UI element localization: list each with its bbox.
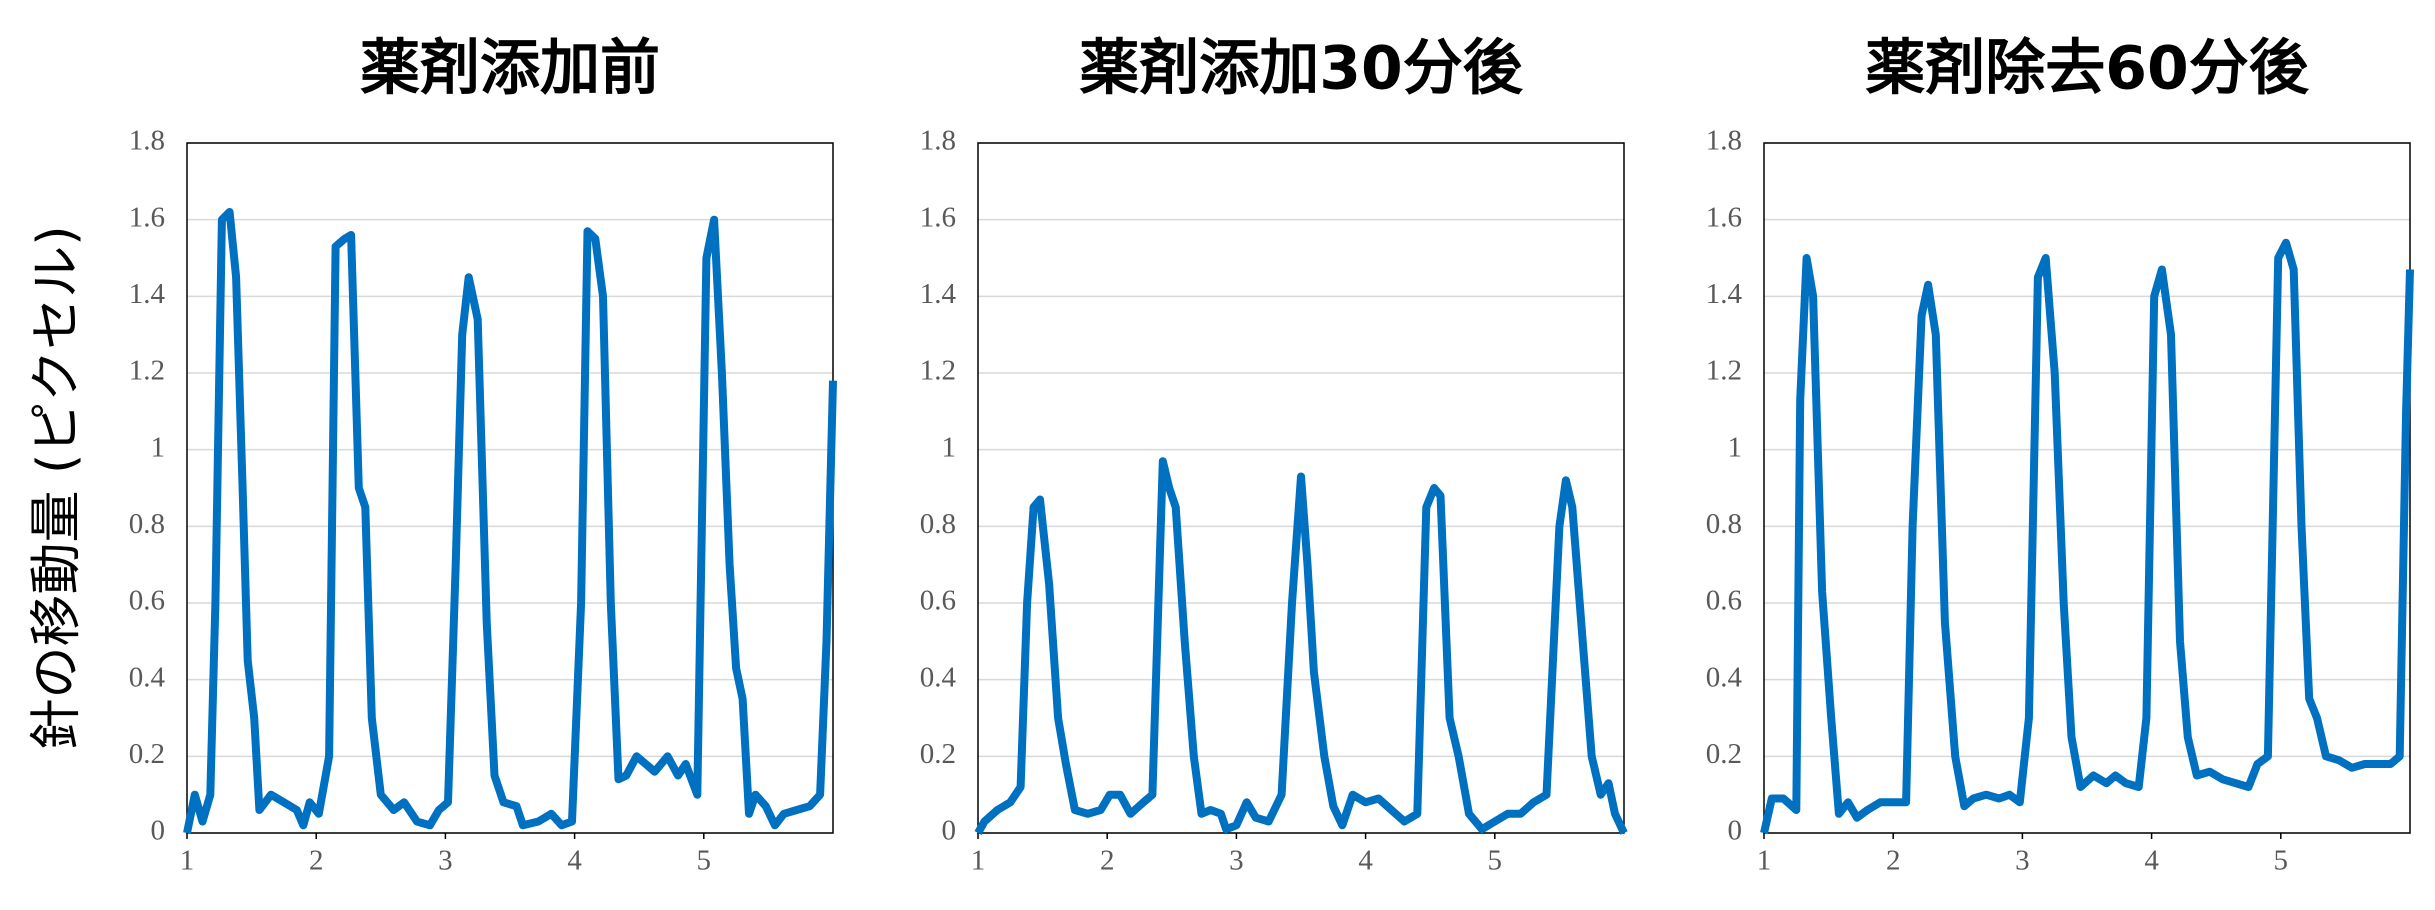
y-tick-label: 0 xyxy=(151,815,166,847)
y-tick-label: 0.2 xyxy=(920,738,956,770)
y-tick-label: 0.4 xyxy=(920,661,957,693)
y-tick-label: 0 xyxy=(942,815,957,847)
plot-border xyxy=(186,142,834,834)
x-tick-label: 4 xyxy=(2144,845,2159,877)
y-tick-label: 0.8 xyxy=(920,508,956,540)
x-tick-label: 3 xyxy=(438,845,453,877)
y-tick-label: 1.2 xyxy=(1706,355,1742,387)
y-tick-label: 1.4 xyxy=(1706,278,1743,310)
y-axis-label: 針の移動量 (ピクセル) xyxy=(27,225,87,750)
chart-title: 薬剤除去60分後 xyxy=(1865,34,2309,104)
chart-title: 薬剤添加30分後 xyxy=(1079,34,1523,104)
y-tick-label: 1.6 xyxy=(129,201,165,233)
x-tick-label: 2 xyxy=(1886,845,1901,877)
x-tick-label: 5 xyxy=(2274,845,2289,877)
y-tick-label: 0.8 xyxy=(1706,508,1742,540)
y-tick-label: 0.6 xyxy=(129,585,165,617)
data-line xyxy=(1760,238,2414,834)
plot-border xyxy=(1763,142,2411,834)
y-tick-label: 0.2 xyxy=(1706,738,1742,770)
x-tick-label: 3 xyxy=(2015,845,2030,877)
y-tick-label: 0.8 xyxy=(129,508,165,540)
y-tick-label: 1.2 xyxy=(920,355,956,387)
x-tick-label: 3 xyxy=(1229,845,1244,877)
x-tick-label: 2 xyxy=(1100,845,1115,877)
y-tick-label: 1.2 xyxy=(129,355,165,387)
data-line xyxy=(974,457,1628,835)
y-tick-label: 1.4 xyxy=(129,278,166,310)
plot-border xyxy=(977,142,1625,834)
y-tick-label: 0.6 xyxy=(920,585,956,617)
y-tick-label: 1 xyxy=(151,431,166,463)
chart-title: 薬剤添加前 xyxy=(360,34,660,104)
y-tick-label: 0 xyxy=(1728,815,1743,847)
y-tick-label: 1.6 xyxy=(920,201,956,233)
x-tick-label: 1 xyxy=(180,845,195,877)
x-tick-label: 1 xyxy=(1757,845,1772,877)
y-tick-label: 0.4 xyxy=(129,661,166,693)
y-tick-label: 0.4 xyxy=(1706,661,1743,693)
x-tick-label: 4 xyxy=(567,845,582,877)
x-tick-label: 2 xyxy=(309,845,324,877)
y-tick-label: 1.4 xyxy=(920,278,957,310)
y-tick-label: 0.2 xyxy=(129,738,165,770)
x-tick-label: 5 xyxy=(697,845,712,877)
y-tick-label: 1.8 xyxy=(129,125,165,157)
y-tick-label: 1 xyxy=(942,431,957,463)
y-tick-label: 0.6 xyxy=(1706,585,1742,617)
y-tick-label: 1.6 xyxy=(1706,201,1742,233)
x-tick-label: 4 xyxy=(1358,845,1373,877)
data-line xyxy=(183,208,837,834)
x-tick-label: 5 xyxy=(1488,845,1503,877)
y-tick-label: 1.8 xyxy=(920,125,956,157)
y-tick-label: 1.8 xyxy=(1706,125,1742,157)
y-tick-label: 1 xyxy=(1728,431,1743,463)
x-tick-label: 1 xyxy=(971,845,986,877)
